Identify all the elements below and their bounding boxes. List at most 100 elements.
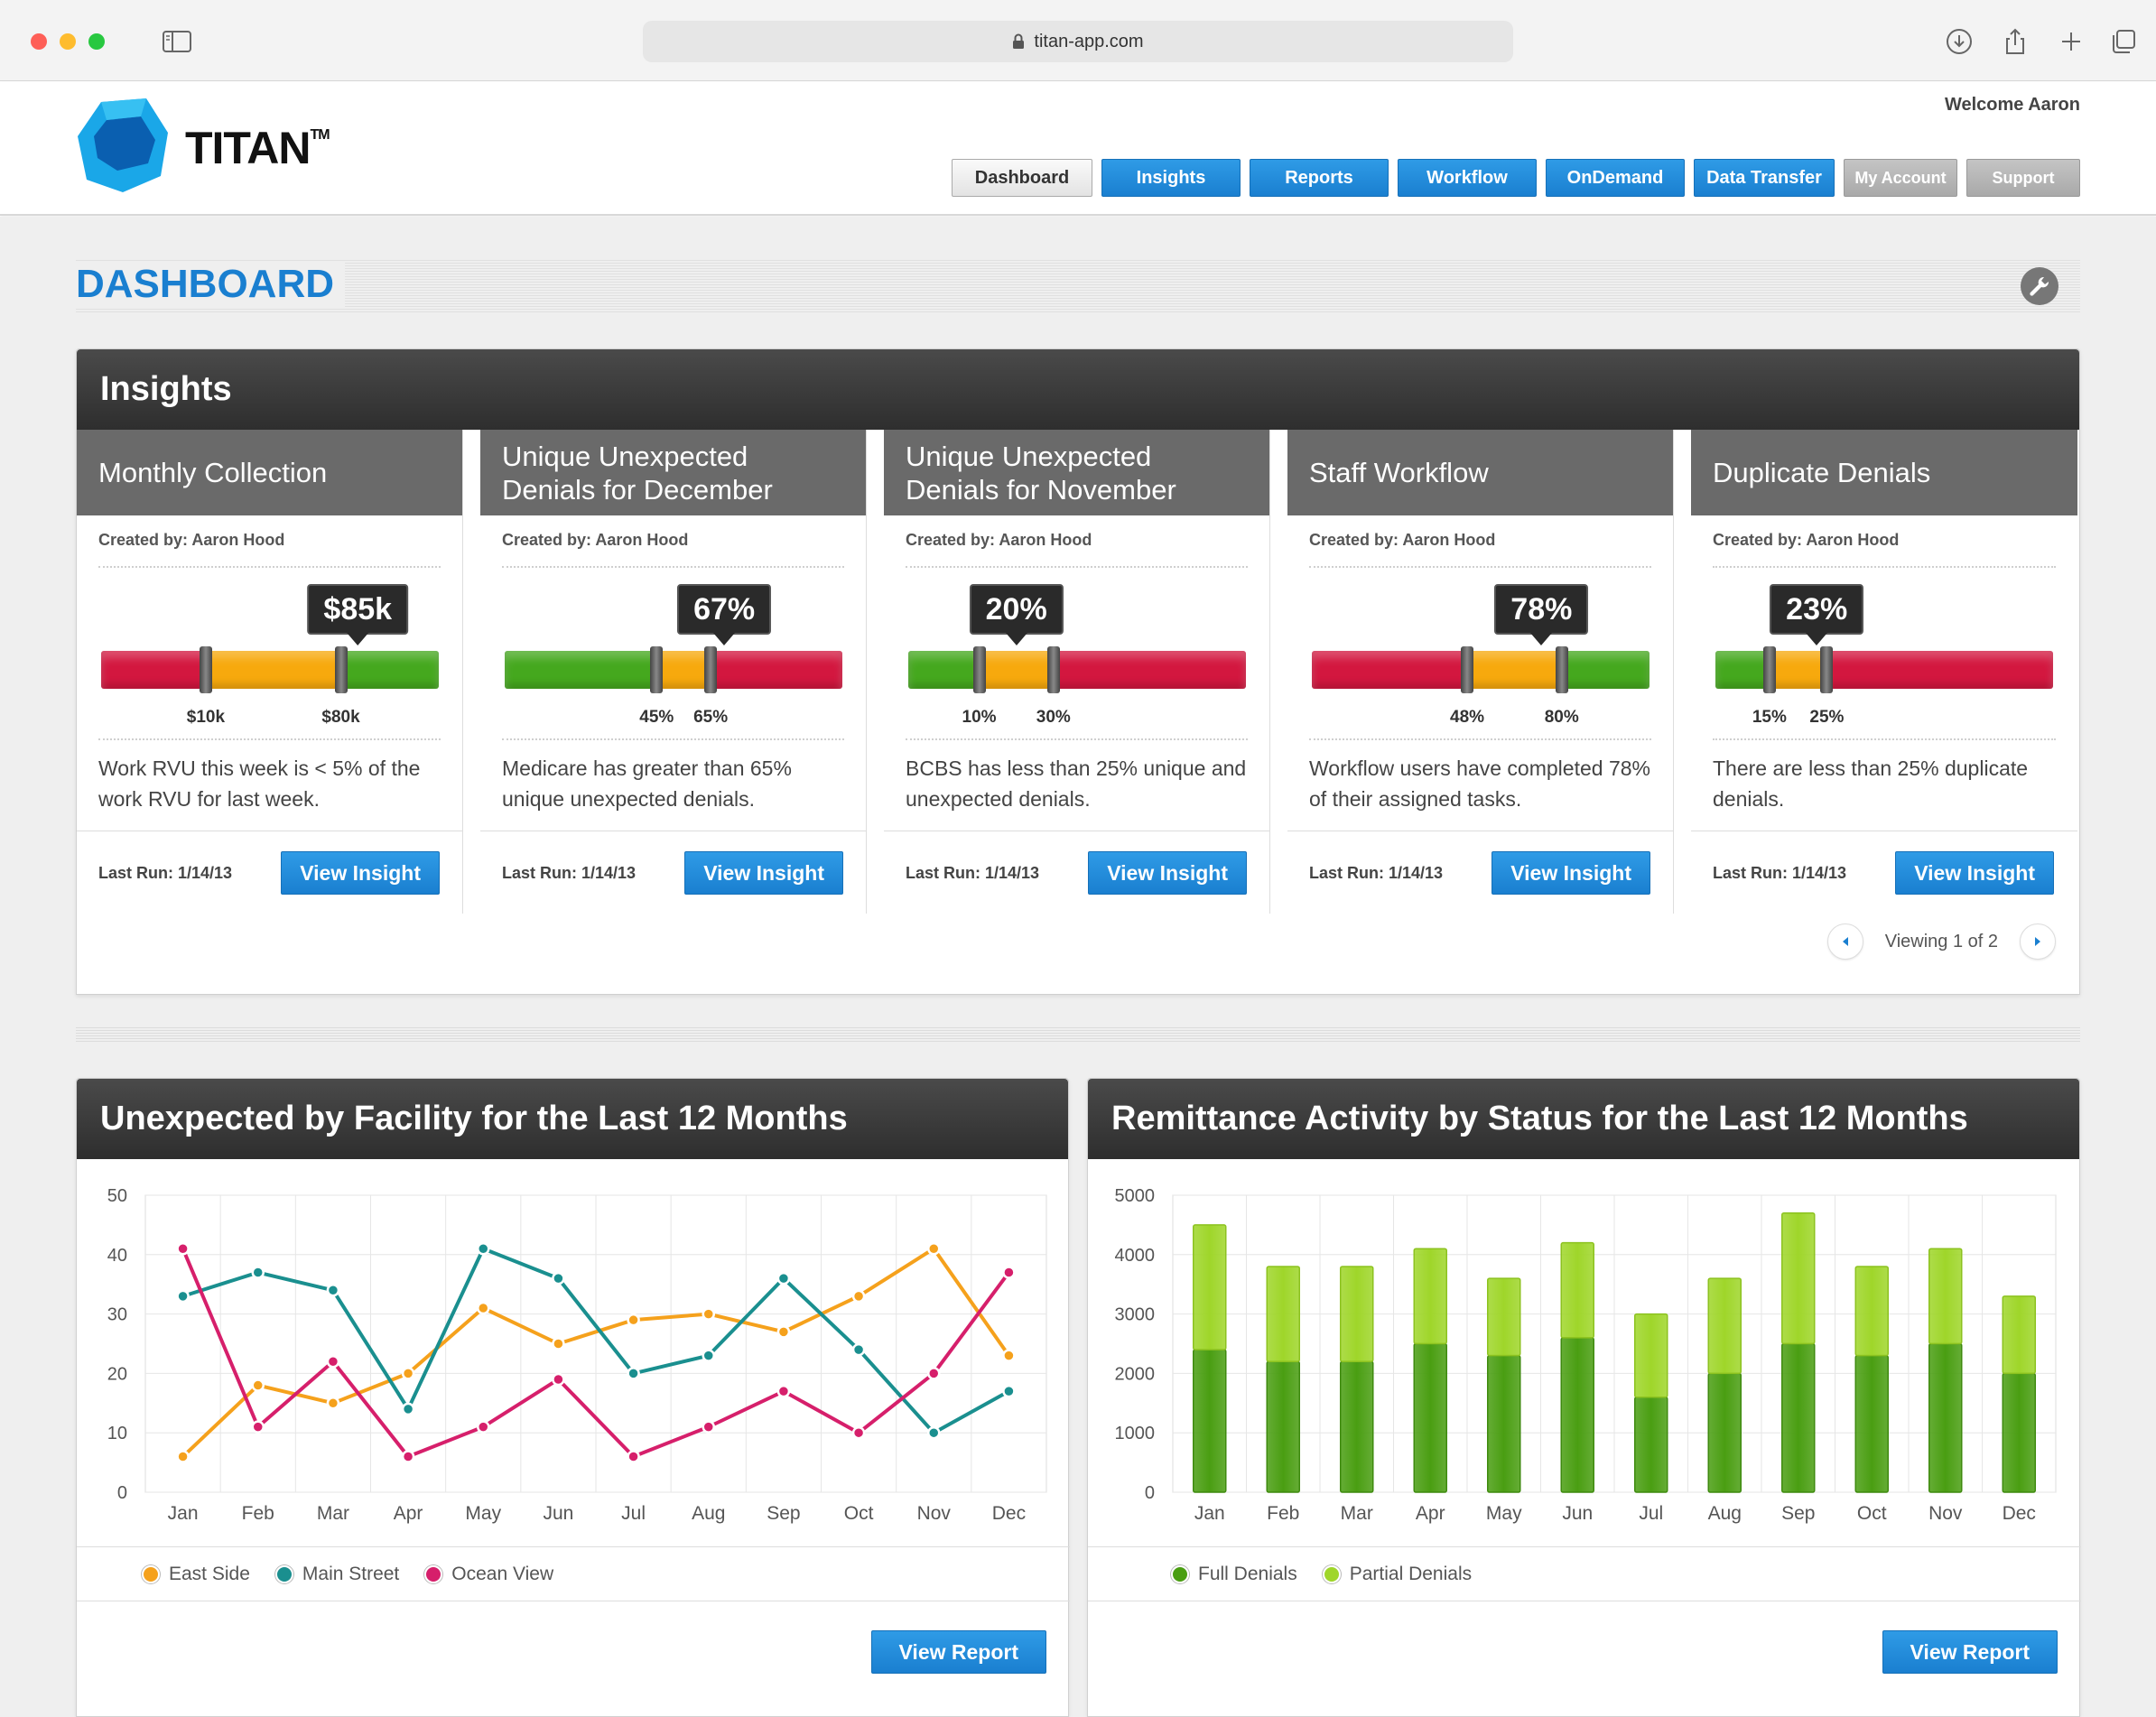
y-tick-label: 20 (107, 1364, 127, 1384)
address-bar[interactable]: titan-app.com (643, 21, 1513, 62)
insight-card-title: Unique Unexpected Denials for November (884, 430, 1269, 515)
logo-wordmark: TITAN (185, 123, 311, 173)
titan-logo-icon[interactable] (74, 97, 172, 194)
gauge-threshold-marker (1555, 646, 1568, 693)
insight-card-footer: Last Run: 1/14/13 View Insight (1691, 831, 2077, 914)
sidebar-toggle-icon[interactable] (163, 31, 191, 52)
data-point (401, 1402, 415, 1416)
tab-overview-icon[interactable] (2109, 27, 2138, 56)
y-tick-label: 50 (107, 1186, 127, 1206)
dotted-divider (1713, 566, 2056, 568)
insight-description: Workflow users have completed 78% of the… (1309, 756, 1650, 811)
series-line (181, 1247, 1010, 1435)
insight-card-footer: Last Run: 1/14/13 View Insight (1287, 831, 1674, 914)
gauge-threshold-label: 48% (1450, 708, 1485, 727)
lock-icon (1013, 33, 1025, 49)
y-tick-label: 0 (117, 1483, 127, 1503)
nav-workflow[interactable]: Workflow (1398, 159, 1537, 197)
view-insight-button[interactable]: View Insight (1088, 851, 1247, 895)
data-point (776, 1325, 791, 1339)
dotted-divider (98, 566, 441, 568)
nav-ondemand[interactable]: OnDemand (1546, 159, 1685, 197)
view-insight-button[interactable]: View Insight (1895, 851, 2054, 895)
new-tab-icon[interactable] (2057, 27, 2086, 56)
data-point (401, 1367, 415, 1380)
nav-reports[interactable]: Reports (1250, 159, 1389, 197)
y-tick-label: 3000 (1115, 1305, 1156, 1325)
data-point (401, 1450, 415, 1463)
insight-description: Medicare has greater than 65% unique une… (502, 756, 792, 811)
gauge-threshold-marker (1046, 646, 1060, 693)
insight-last-run: Last Run: 1/14/13 (1713, 864, 1847, 882)
insight-description: There are less than 25% duplicate denial… (1713, 756, 2029, 811)
page-title: DASHBOARD (76, 262, 345, 307)
x-tick-label: Jul (621, 1503, 646, 1524)
legend-item: Ocean View (424, 1564, 553, 1585)
view-insight-button[interactable]: View Insight (684, 851, 843, 895)
data-point (627, 1450, 640, 1463)
insight-cards: Monthly Collection Created by: Aaron Hood… (77, 430, 2081, 914)
bar-segment (1340, 1266, 1374, 1362)
bar-segment (2002, 1372, 2036, 1493)
bar-segment (1487, 1277, 1521, 1357)
nav-dashboard[interactable]: Dashboard (952, 159, 1092, 197)
bar-segment (1928, 1248, 1963, 1345)
gauge-threshold-marker (972, 646, 986, 693)
x-tick-label: Jan (168, 1503, 199, 1524)
view-insight-button[interactable]: View Insight (281, 851, 440, 895)
x-tick-label: Nov (917, 1503, 952, 1524)
nav-insights[interactable]: Insights (1101, 159, 1241, 197)
next-page-button[interactable] (2020, 923, 2056, 960)
data-point (176, 1241, 190, 1256)
facility-view-report-button[interactable]: View Report (870, 1630, 1046, 1674)
insight-last-run: Last Run: 1/14/13 (1309, 864, 1444, 882)
share-icon[interactable] (2001, 27, 2030, 56)
insight-value-bubble: 67% (677, 584, 772, 635)
bar-segment (2002, 1295, 2036, 1375)
y-tick-label: 0 (1145, 1483, 1155, 1503)
bar-segment (1413, 1248, 1447, 1345)
dotted-divider (1713, 738, 2056, 740)
data-point (1002, 1266, 1016, 1279)
dotted-divider (906, 738, 1248, 740)
nav-data-transfer[interactable]: Data Transfer (1694, 159, 1835, 197)
legend-label: Partial Denials (1349, 1563, 1473, 1584)
data-point (627, 1313, 640, 1327)
x-tick-label: Dec (2003, 1503, 2036, 1524)
bar-segment (1193, 1224, 1227, 1350)
data-point (552, 1372, 565, 1387)
remittance-report-footer: View Report (1088, 1601, 2081, 1717)
bar-segment (1854, 1354, 1889, 1493)
insight-card-author: Created by: Aaron Hood (906, 531, 1092, 549)
x-tick-label: Oct (1857, 1503, 1887, 1524)
close-window-button[interactable] (31, 33, 47, 50)
download-icon[interactable] (1945, 27, 1974, 56)
app-header: TITANTM Welcome Aaron Dashboard Insights… (0, 82, 2156, 216)
insight-last-run: Last Run: 1/14/13 (98, 864, 233, 882)
remittance-view-report-button[interactable]: View Report (1882, 1630, 2058, 1674)
url-text: titan-app.com (1034, 31, 1144, 51)
insight-last-run: Last Run: 1/14/13 (502, 864, 637, 882)
y-tick-label: 10 (107, 1424, 127, 1443)
nav-my-account[interactable]: My Account (1844, 159, 1957, 197)
remittance-chart-title: Remittance Activity by Status for the La… (1088, 1079, 2079, 1159)
insight-card-author: Created by: Aaron Hood (502, 531, 689, 549)
settings-wrench-button[interactable] (2021, 267, 2058, 305)
minimize-window-button[interactable] (60, 33, 76, 50)
insight-card-footer: Last Run: 1/14/13 View Insight (480, 831, 867, 914)
insight-card-footer: Last Run: 1/14/13 View Insight (77, 831, 463, 914)
insight-card-author: Created by: Aaron Hood (1713, 531, 1900, 549)
gauge-threshold-label: 80% (1544, 708, 1579, 727)
bar-segment (1266, 1266, 1300, 1362)
nav-support[interactable]: Support (1966, 159, 2080, 197)
facility-report-footer: View Report (77, 1601, 1070, 1717)
x-tick-label: Feb (1267, 1503, 1299, 1524)
bar-segment (1634, 1313, 1668, 1398)
data-point (326, 1397, 340, 1410)
zoom-window-button[interactable] (88, 33, 105, 50)
view-insight-button[interactable]: View Insight (1492, 851, 1650, 895)
prev-page-button[interactable] (1826, 923, 1863, 960)
section-divider (76, 1027, 2080, 1042)
data-point (851, 1342, 866, 1357)
x-tick-label: Sep (767, 1503, 800, 1524)
